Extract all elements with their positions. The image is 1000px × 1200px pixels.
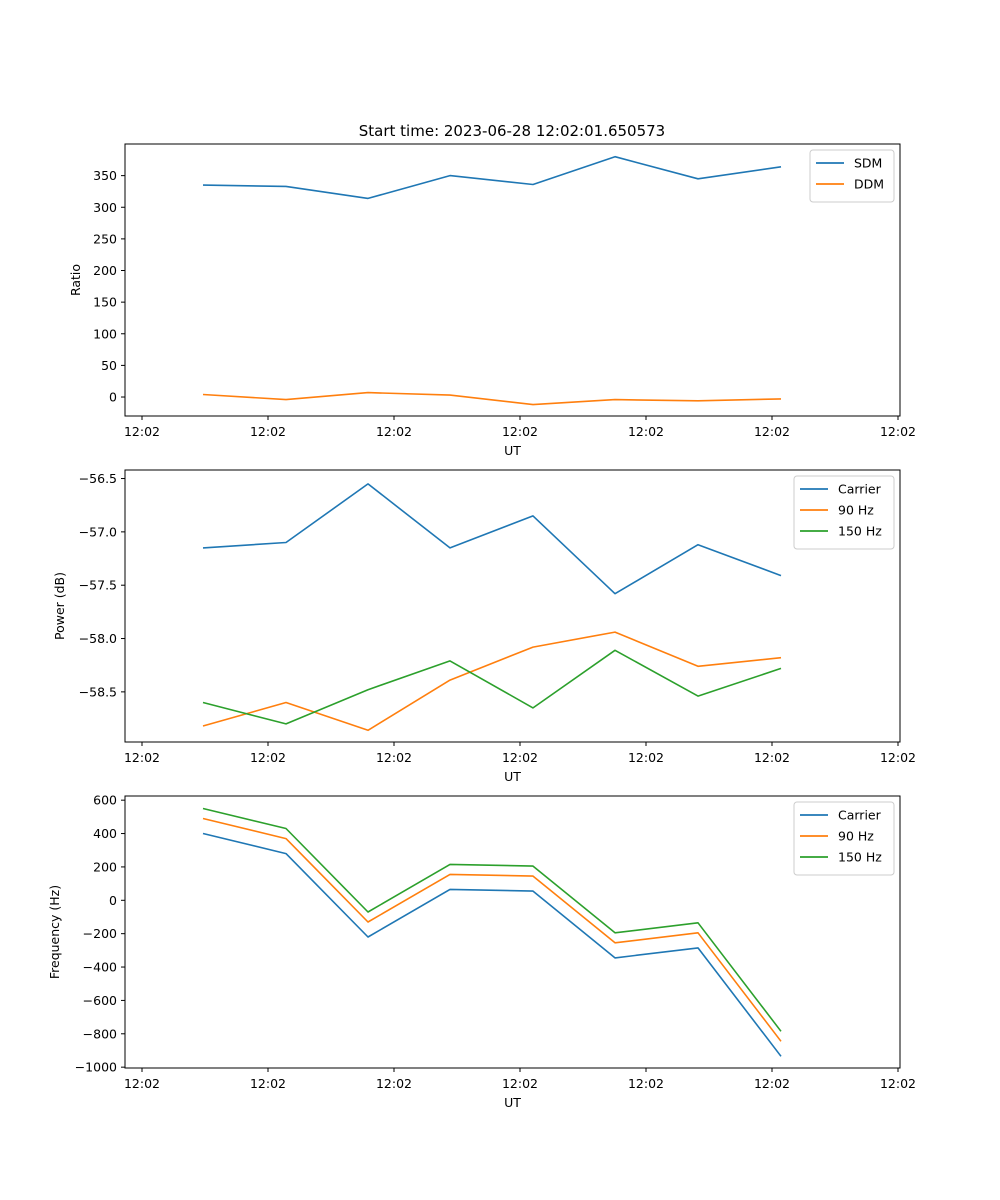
plot-1-legend-label: DDM [854,177,884,192]
plot-3-x-tick-label: 12:02 [502,1076,538,1091]
plot-2-x-tick-label: 12:02 [124,750,160,765]
plot-3-x-tick-label: 12:02 [250,1076,286,1091]
plot-2-frame [124,469,901,743]
plot-1-y-tick-label: 50 [101,358,117,373]
plot-2-x-axis-label: UT [504,769,521,784]
plot-1-y-tick-label: 100 [93,326,117,341]
plot-2-series-150-hz-line [202,649,782,725]
plot-2-y-tick-label: −56.5 [79,471,117,486]
plot-3-y-tick-label: 0 [109,893,117,908]
plot-2-y-tick-label: −57.0 [79,524,117,539]
plot-3-y-tick-label: 400 [93,826,117,841]
plot-1-x-tick-label: 12:02 [502,424,538,439]
plot-3-x-tick-label: 12:02 [880,1076,916,1091]
plot-1-x-tick-label: 12:02 [250,424,286,439]
plot-3-x-tick-label: 12:02 [754,1076,790,1091]
plot-3-y-tick-label: −600 [83,993,117,1008]
plot-1-y-tick-label: 200 [93,263,117,278]
plot-3-x-tick-label: 12:02 [124,1076,160,1091]
plot-2-legend-label: Carrier [838,482,882,497]
plot-3-frame [124,795,901,1069]
plot-2-x-tick-label: 12:02 [880,750,916,765]
plot-3-y-tick-label: −200 [83,926,117,941]
plot-3-y-tick-label: 200 [93,859,117,874]
plot-1-x-tick-label: 12:02 [124,424,160,439]
plot-3-legend-label: 150 Hz [838,850,882,865]
plot-3-x-tick-label: 12:02 [376,1076,412,1091]
plot-3-y-tick-label: 600 [93,793,117,808]
plot-2-legend-label: 150 Hz [838,524,882,539]
plot-1-series-ddm-line [202,391,782,406]
plot-2-legend-label: 90 Hz [838,503,874,518]
plot-3-series-carrier-line [202,832,782,1057]
plot-3-y-axis-label: Frequency (Hz) [47,885,62,979]
plot-1-y-tick-label: 300 [93,200,117,215]
plot-2-x-tick-label: 12:02 [754,750,790,765]
plot-2-series-carrier-line [202,483,782,595]
plot-1-y-tick-label: 150 [93,295,117,310]
plot-1-series-sdm-line [202,155,782,200]
plot-1-x-axis-label: UT [504,443,521,458]
plot-2-series-90-hz-line [202,631,782,732]
plot-3-y-tick-label: −800 [83,1026,117,1041]
figure-title: Start time: 2023-06-28 12:02:01.650573 [359,122,665,140]
plot-1-legend-label: SDM [854,156,882,171]
plot-1-y-tick-label: 0 [109,390,117,405]
plot-2-x-tick-label: 12:02 [376,750,412,765]
plot-1-y-tick-label: 350 [93,168,117,183]
plot-2-x-tick-label: 12:02 [250,750,286,765]
plot-1-x-tick-label: 12:02 [376,424,412,439]
plot-1-frame [124,143,901,417]
plot-3-x-tick-label: 12:02 [628,1076,664,1091]
plot-1-x-tick-label: 12:02 [880,424,916,439]
plot-3-y-tick-label: −400 [83,960,117,975]
plot-2-y-tick-label: −58.5 [79,684,117,699]
plot-1-x-tick-label: 12:02 [754,424,790,439]
plot-3-legend-label: Carrier [838,808,882,823]
plot-2-y-tick-label: −57.5 [79,578,117,593]
plot-2-x-tick-label: 12:02 [502,750,538,765]
plot-1-y-tick-label: 250 [93,231,117,246]
plot-1-x-tick-label: 12:02 [628,424,664,439]
plot-3-y-tick-label: −1000 [75,1060,117,1075]
plot-3-series-90-hz-line [202,817,782,1042]
plot-2-y-axis-label: Power (dB) [52,572,67,640]
plot-3-legend-label: 90 Hz [838,829,874,844]
plot-1-y-axis-label: Ratio [68,264,83,296]
plot-2-y-tick-label: −58.0 [79,631,117,646]
plot-3-x-axis-label: UT [504,1095,521,1110]
plot-2-x-tick-label: 12:02 [628,750,664,765]
plot-3-series-150-hz-line [202,807,782,1032]
